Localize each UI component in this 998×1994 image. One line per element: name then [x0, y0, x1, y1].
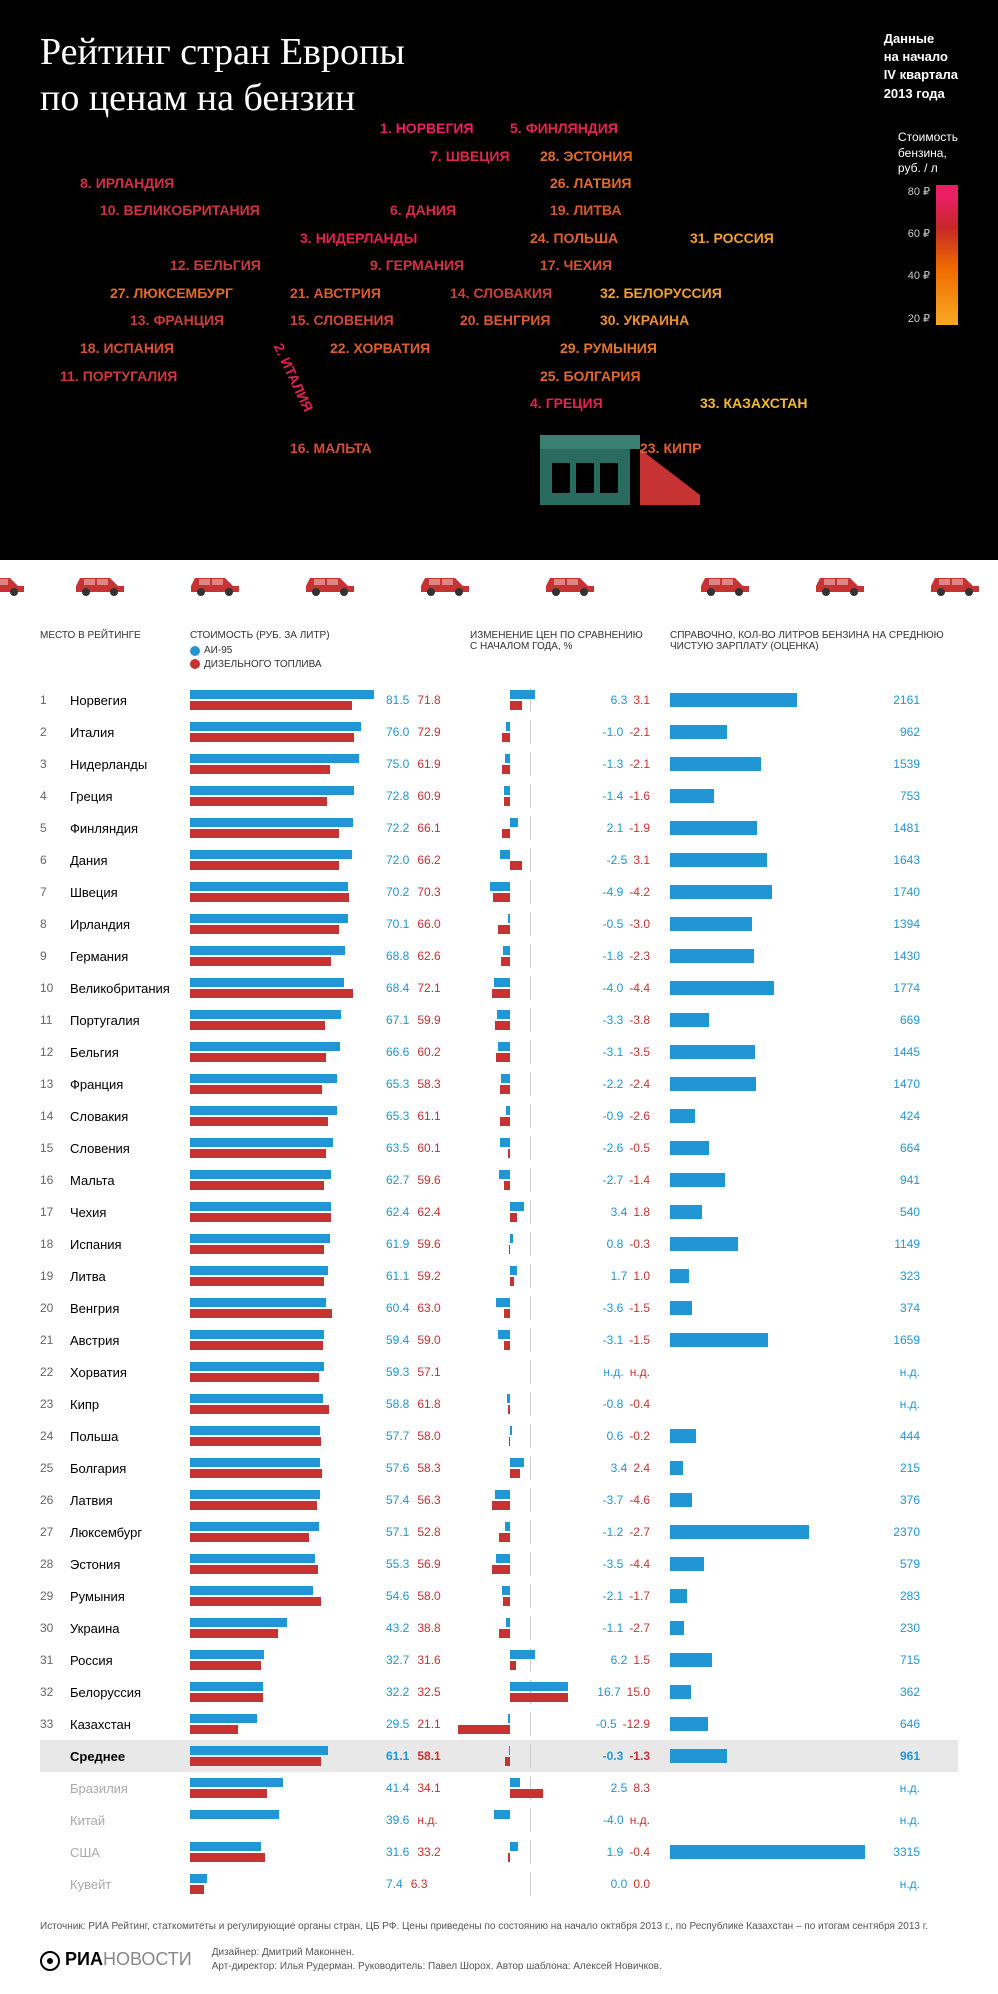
map-country-label: 26.ЛАТВИЯ: [550, 175, 632, 191]
table-row: 10Великобритания68.472.1-4.0-4.41774: [40, 972, 958, 1004]
dot-blue: [190, 646, 200, 656]
table-row: 3Нидерланды75.061.9-1.3-2.11539: [40, 748, 958, 780]
map-country-label: 16.МАЛЬТА: [290, 440, 372, 456]
map-country-label: 12.БЕЛЬГИЯ: [170, 257, 261, 273]
car-icon: [415, 568, 475, 596]
table-row: 8Ирландия70.166.0-0.5-3.01394: [40, 908, 958, 940]
table-row: 12Бельгия66.660.2-3.1-3.51445: [40, 1036, 958, 1068]
table-row: 22Хорватия59.357.1н.д.н.д.н.д.: [40, 1356, 958, 1388]
table-row: 15Словения63.560.1-2.6-0.5664: [40, 1132, 958, 1164]
table-row: 33Казахстан29.521.1-0.5-12.9646: [40, 1708, 958, 1740]
brand-logo: РИАНОВОСТИ: [40, 1947, 192, 1972]
map-country-label: 23.КИПР: [640, 440, 701, 456]
car-icon: [695, 568, 755, 596]
table-row: 16Мальта62.759.6-2.7-1.4941: [40, 1164, 958, 1196]
footer: Источник: РИА Рейтинг, статкомитеты и ре…: [0, 1910, 998, 1994]
map-country-label: 31.РОССИЯ: [690, 230, 774, 246]
map-country-label: 14.СЛОВАКИЯ: [450, 285, 552, 301]
data-table: МЕСТО В РЕЙТИНГЕ СТОИМОСТЬ (РУБ. ЗА ЛИТР…: [0, 610, 998, 1910]
table-row: 28Эстония55.356.9-3.5-4.4579: [40, 1548, 958, 1580]
table-row: Бразилия41.434.12.58.3н.д.: [40, 1772, 958, 1804]
legend-ticks: 80 ₽60 ₽40 ₽20 ₽: [908, 185, 930, 325]
map-country-label: 18.ИСПАНИЯ: [80, 340, 174, 356]
table-row: 21Австрия59.459.0-3.1-1.51659: [40, 1324, 958, 1356]
table-row: 13Франция65.358.3-2.2-2.41470: [40, 1068, 958, 1100]
table-row: 26Латвия57.456.3-3.7-4.6376: [40, 1484, 958, 1516]
table-row: 17Чехия62.462.43.41.8540: [40, 1196, 958, 1228]
footer-source: Источник: РИА Рейтинг, статкомитеты и ре…: [40, 1920, 958, 1934]
table-header-row: МЕСТО В РЕЙТИНГЕ СТОИМОСТЬ (РУБ. ЗА ЛИТР…: [40, 630, 958, 672]
car-icon: [925, 568, 985, 596]
hero-section: Рейтинг стран Европы по ценам на бензин …: [0, 0, 998, 560]
table-row: 24Польша57.758.00.6-0.2444: [40, 1420, 958, 1452]
map-country-label: 28.ЭСТОНИЯ: [540, 148, 633, 164]
table-row: 14Словакия65.361.1-0.9-2.6424: [40, 1100, 958, 1132]
table-row: 1Норвегия81.571.86.33.12161: [40, 684, 958, 716]
map-country-label: 10.ВЕЛИКОБРИТАНИЯ: [100, 202, 260, 218]
dot-red: [190, 659, 200, 669]
table-row: Китай39.6н.д.-4.0н.д.н.д.: [40, 1804, 958, 1836]
table-row: 19Литва61.159.21.71.0323: [40, 1260, 958, 1292]
table-row: 11Португалия67.159.9-3.3-3.8669: [40, 1004, 958, 1036]
car-icon: [300, 568, 360, 596]
table-row: 7Швеция70.270.3-4.9-4.21740: [40, 876, 958, 908]
car-icon: [540, 568, 600, 596]
table-row: Среднее61.158.1-0.3-1.3961: [40, 1740, 958, 1772]
car-icon: [185, 568, 245, 596]
table-row: 2Италия76.072.9-1.0-2.1962: [40, 716, 958, 748]
map-country-label: 4.ГРЕЦИЯ: [530, 395, 603, 411]
map-country-label: 1.НОРВЕГИЯ: [380, 120, 474, 136]
map-country-label: 9.ГЕРМАНИЯ: [370, 257, 464, 273]
table-row: 30Украина43.238.8-1.1-2.7230: [40, 1612, 958, 1644]
map-country-label: 20.ВЕНГРИЯ: [460, 312, 550, 328]
table-row: 31Россия32.731.66.21.5715: [40, 1644, 958, 1676]
map-area: 1.НОРВЕГИЯ 5.ФИНЛЯНДИЯ7.ШВЕЦИЯ 28.ЭСТОНИЯ 8…: [40, 120, 818, 500]
table-row: 5Финляндия72.266.12.1-1.91481: [40, 812, 958, 844]
map-country-label: 11.ПОРТУГАЛИЯ: [60, 368, 177, 384]
table-row: 6Дания72.066.2-2.53.11643: [40, 844, 958, 876]
map-country-label: 7.ШВЕЦИЯ: [430, 148, 510, 164]
map-country-label: 19.ЛИТВА: [550, 202, 621, 218]
table-row: 25Болгария57.658.33.42.4215: [40, 1452, 958, 1484]
map-country-label: 30.УКРАИНА: [600, 312, 689, 328]
map-country-label: 33.КАЗАХСТАН: [700, 395, 807, 411]
table-row: 4Греция72.860.9-1.4-1.6753: [40, 780, 958, 812]
map-country-label: 27.ЛЮКСЕМБУРГ: [110, 285, 233, 301]
car-icon: [810, 568, 870, 596]
table-row: 27Люксембург57.152.8-1.2-2.72370: [40, 1516, 958, 1548]
map-country-label: 29.РУМЫНИЯ: [560, 340, 657, 356]
map-country-label: 25.БОЛГАРИЯ: [540, 368, 641, 384]
map-country-label: 2.ИТАЛИЯ: [271, 341, 317, 415]
map-country-label: 6.ДАНИЯ: [390, 202, 456, 218]
table-row: США31.633.21.9-0.43315: [40, 1836, 958, 1868]
map-country-label: 17.ЧЕХИЯ: [540, 257, 612, 273]
table-row: 18Испания61.959.60.8-0.31149: [40, 1228, 958, 1260]
table-row: 23Кипр58.861.8-0.8-0.4н.д.: [40, 1388, 958, 1420]
table-row: 20Венгрия60.463.0-3.6-1.5374: [40, 1292, 958, 1324]
map-country-label: 15.СЛОВЕНИЯ: [290, 312, 394, 328]
map-country-label: 13.ФРАНЦИЯ: [130, 312, 224, 328]
map-country-label: 22.ХОРВАТИЯ: [330, 340, 430, 356]
map-country-label: 3.НИДЕРЛАНДЫ: [300, 230, 417, 246]
gas-station-icon: [540, 415, 700, 510]
table-row: 29Румыния54.658.0-2.1-1.7283: [40, 1580, 958, 1612]
map-country-label: 24.ПОЛЬША: [530, 230, 618, 246]
date-meta: Данные на начало IV квартала 2013 года: [884, 30, 958, 103]
map-country-label: 21.АВСТРИЯ: [290, 285, 381, 301]
color-legend: Стоимость бензина, руб. / л 80 ₽60 ₽40 ₽…: [898, 130, 958, 325]
table-row: 32Белоруссия32.232.516.715.0362: [40, 1676, 958, 1708]
car-divider: [0, 560, 998, 610]
table-row: Кувейт7.46.30.00.0н.д.: [40, 1868, 958, 1900]
map-country-label: 8.ИРЛАНДИЯ: [80, 175, 174, 191]
page-title: Рейтинг стран Европы по ценам на бензин: [40, 30, 958, 121]
car-icon: [0, 568, 30, 596]
credits: Дизайнер: Дмитрий Маконнен. Арт-директор…: [212, 1946, 662, 1974]
table-row: 9Германия68.862.6-1.8-2.31430: [40, 940, 958, 972]
legend-gradient: [936, 185, 958, 325]
car-icon: [70, 568, 130, 596]
map-country-label: 5.ФИНЛЯНДИЯ: [510, 120, 618, 136]
map-country-label: 32.БЕЛОРУССИЯ: [600, 285, 722, 301]
